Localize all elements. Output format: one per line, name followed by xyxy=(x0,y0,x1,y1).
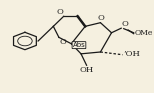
Text: O: O xyxy=(97,14,104,22)
Text: O: O xyxy=(56,8,63,16)
Text: Abs: Abs xyxy=(73,42,85,48)
Text: O: O xyxy=(59,38,66,46)
Text: OMe: OMe xyxy=(134,29,153,37)
Text: OH: OH xyxy=(79,66,94,74)
Text: O: O xyxy=(122,20,129,28)
Text: ’OH: ’OH xyxy=(123,50,140,58)
